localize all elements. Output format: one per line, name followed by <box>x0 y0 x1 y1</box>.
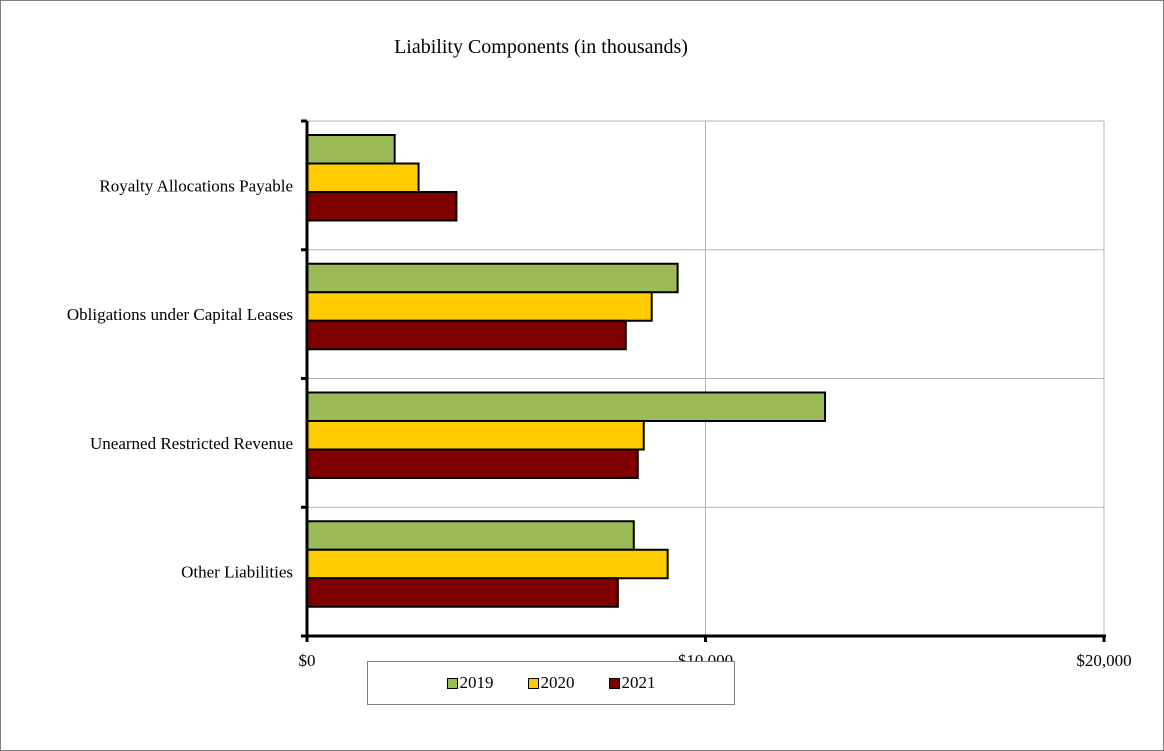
bar-2020 <box>307 550 668 579</box>
legend-label: 2020 <box>541 673 575 693</box>
legend-item-2019: 2019 <box>447 673 494 693</box>
legend-item-2020: 2020 <box>528 673 575 693</box>
bar-2021 <box>307 192 456 221</box>
bar-2019 <box>307 521 634 550</box>
bars <box>307 135 825 607</box>
legend-swatch <box>528 678 539 689</box>
legend-swatch <box>447 678 458 689</box>
category-label: Royalty Allocations Payable <box>99 176 293 195</box>
legend-label: 2019 <box>460 673 494 693</box>
legend: 2019 2020 2021 <box>367 661 735 705</box>
legend-swatch <box>609 678 620 689</box>
bar-2019 <box>307 135 395 164</box>
bar-2021 <box>307 578 618 607</box>
bar-2019 <box>307 264 678 293</box>
x-tick-label: $0 <box>299 651 316 670</box>
legend-label: 2021 <box>622 673 656 693</box>
category-label: Obligations under Capital Leases <box>67 305 293 324</box>
x-tick-label: $20,000 <box>1076 651 1131 670</box>
bar-2020 <box>307 292 652 321</box>
bar-2020 <box>307 164 419 193</box>
category-label: Unearned Restricted Revenue <box>90 434 293 453</box>
bar-2021 <box>307 321 626 350</box>
category-label: Other Liabilities <box>181 563 293 582</box>
bar-2021 <box>307 450 638 479</box>
chart-title: Liability Components (in thousands) <box>394 36 688 58</box>
legend-item-2021: 2021 <box>609 673 656 693</box>
bar-2020 <box>307 421 644 450</box>
bar-2019 <box>307 393 825 422</box>
